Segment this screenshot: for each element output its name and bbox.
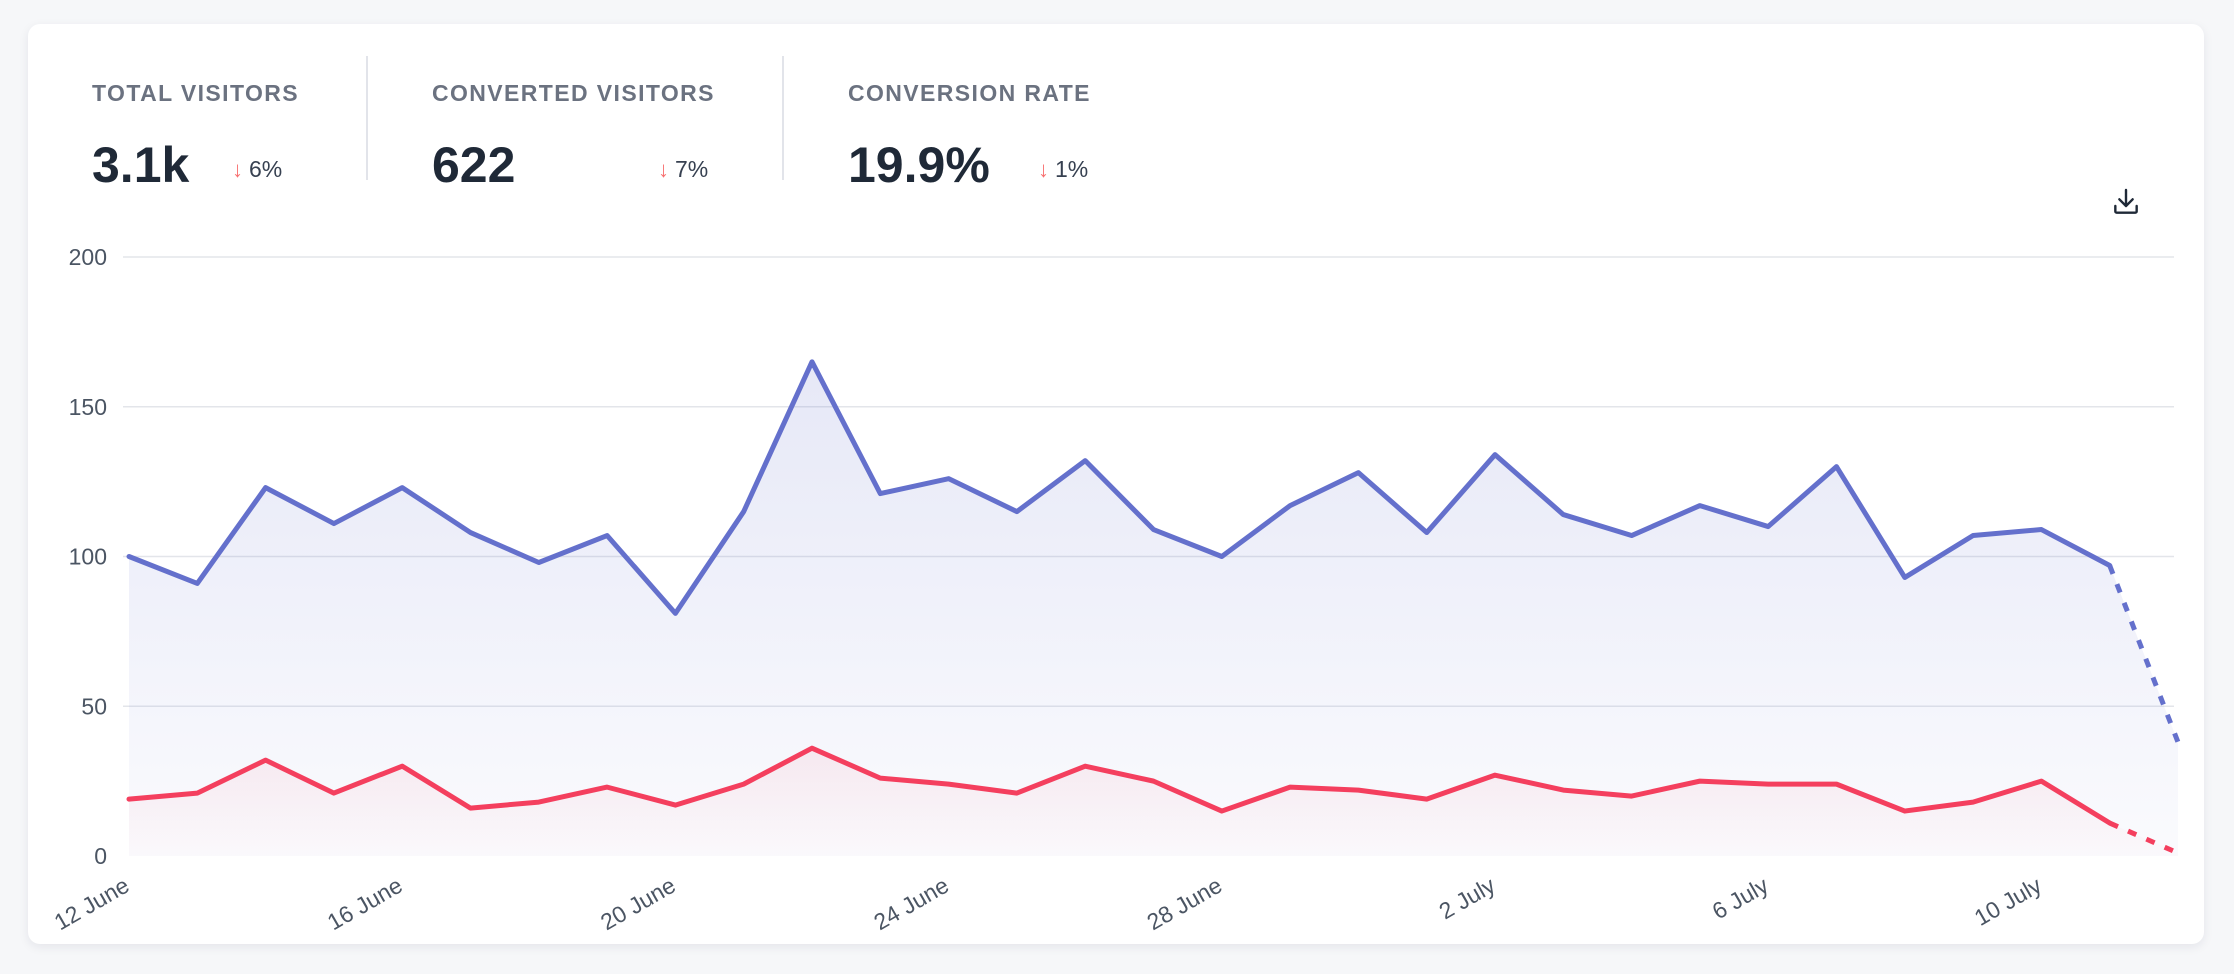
x-tick-label: 24 June	[869, 872, 953, 935]
x-axis: 12 June 16 June 20 June 24 June 28 June 2 Jul…	[50, 872, 2047, 936]
stat-label: TOTAL VISITORS	[92, 80, 300, 106]
x-tick-label: 2 July	[1434, 872, 1499, 925]
visitors-line	[126, 359, 2113, 616]
y-tick-label: 200	[69, 244, 107, 270]
stat-change-value: 6%	[249, 156, 283, 182]
analytics-card: TOTAL VISITORS 3.1k ↓ 6% CONVERTED VISITO…	[28, 24, 2204, 944]
line-chart: 0 50 100 150 200 12 June 16 June 20 June 24 Jun…	[50, 244, 2181, 936]
x-tick-label: 20 June	[596, 872, 680, 935]
x-tick-label: 6 July	[1708, 872, 1773, 925]
stat-divider	[782, 56, 784, 180]
arrow-down-icon: ↓	[1038, 157, 1049, 182]
download-icon	[2114, 188, 2138, 214]
conversions-area	[129, 748, 2178, 856]
download-button[interactable]	[2106, 182, 2146, 222]
stat-change-value: 1%	[1055, 156, 1089, 182]
y-axis: 0 50 100 150 200	[69, 244, 107, 869]
stat-change: ↓ 7%	[658, 156, 708, 183]
x-tick-label: 16 June	[323, 872, 407, 935]
stat-value: 622	[432, 137, 516, 193]
conversions-line	[126, 745, 2113, 826]
stat-change-value: 7%	[675, 156, 709, 182]
visitors-area	[129, 361, 2178, 856]
arrow-down-icon: ↓	[658, 157, 669, 182]
y-tick-label: 100	[69, 544, 107, 570]
stat-label: CONVERTED VISITORS	[432, 80, 715, 106]
stat-value: 3.1k	[92, 137, 190, 193]
stat-label: CONVERSION RATE	[848, 80, 1091, 106]
y-tick-label: 50	[81, 693, 107, 719]
areas	[129, 361, 2178, 856]
stat-value: 19.9%	[848, 137, 990, 193]
conversions-line-incomplete	[2108, 820, 2180, 856]
stat-divider	[366, 56, 368, 180]
stat-change: ↓ 6%	[232, 156, 282, 183]
series-lines	[126, 359, 2181, 856]
stat-change: ↓ 1%	[1038, 156, 1088, 183]
x-tick-label: 12 June	[50, 872, 134, 935]
arrow-down-icon: ↓	[232, 157, 243, 182]
x-tick-label: 28 June	[1142, 872, 1226, 935]
y-tick-label: 0	[94, 843, 107, 869]
x-tick-label: 10 July	[1970, 872, 2047, 931]
y-tick-label: 150	[69, 394, 107, 420]
